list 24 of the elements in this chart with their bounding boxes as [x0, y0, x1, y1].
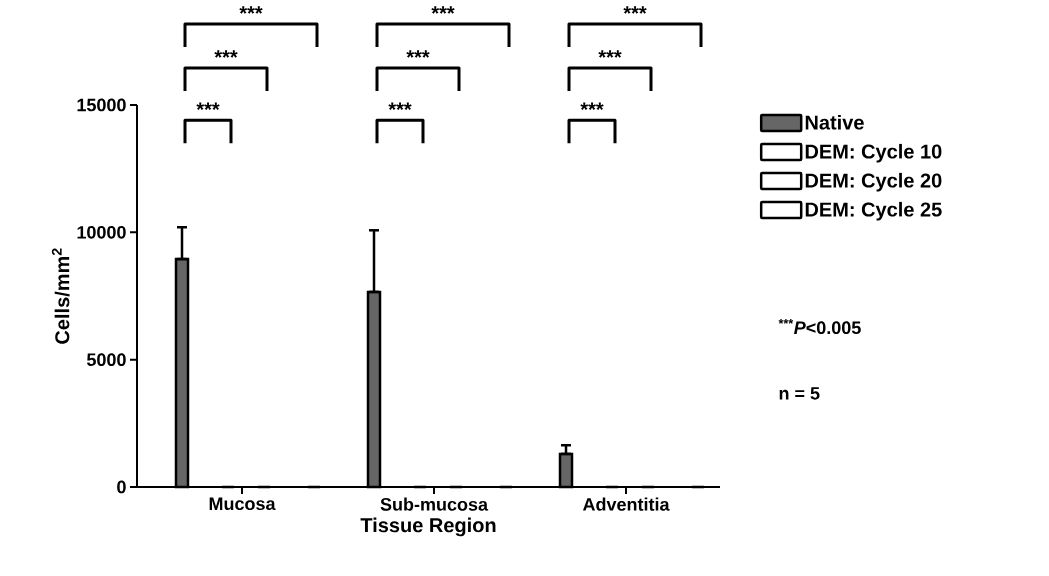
text: *** [239, 6, 263, 14]
y-tick-label: 5000 [86, 353, 126, 367]
x-tick-label: Sub-mucosa [380, 497, 489, 511]
legend-label: DEM: Cycle 20 [805, 172, 942, 192]
text: *** [214, 50, 238, 58]
y-axis-title: Cells/mm$^{2}$ [51, 248, 70, 344]
y-tick-label: 10000 [77, 225, 126, 239]
legend-label: Native [805, 114, 864, 130]
legend-label: DEM: Cycle 10 [805, 143, 942, 163]
annotation: *** [388, 102, 412, 110]
text: *** [623, 6, 647, 14]
y-tick-label: 0 [117, 480, 126, 494]
text: *** [598, 50, 622, 58]
legend-label: DEM: Cycle 25 [805, 201, 942, 221]
text: n = 5 [779, 387, 820, 400]
text: $^{***}$P<0.005 [778, 319, 861, 335]
text: *** [406, 50, 430, 58]
annotation: *** [580, 102, 604, 110]
x-tick-label: Adventitia [582, 497, 670, 511]
x-axis-title: Tissue Region [360, 517, 496, 537]
y-tick-label: 15000 [77, 98, 126, 112]
x-tick-label: Mucosa [209, 497, 276, 511]
text: *** [431, 6, 455, 14]
annotation: *** [196, 102, 220, 110]
